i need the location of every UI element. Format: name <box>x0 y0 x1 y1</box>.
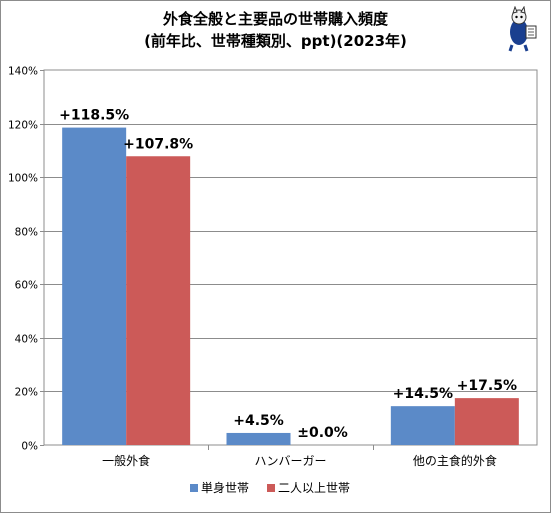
x-tick-label: 他の主食的外食 <box>413 453 497 468</box>
legend-label: 単身世帯 <box>201 480 249 495</box>
y-tick-label: 120% <box>8 120 38 132</box>
data-label: +4.5% <box>233 413 284 429</box>
data-label: +107.8% <box>123 136 193 152</box>
bar <box>62 127 127 445</box>
chart-title-line2: (前年比、世帯種類別、ppt)(2023年) <box>144 32 407 50</box>
bar <box>390 406 455 445</box>
legend-swatch <box>267 484 275 492</box>
legend-swatch <box>190 484 198 492</box>
legend-label: 二人以上世帯 <box>278 481 350 495</box>
data-label: +17.5% <box>457 378 517 394</box>
y-tick-label: 140% <box>8 66 38 78</box>
y-tick-label: 20% <box>15 387 38 399</box>
x-tick-label: ハンバーガー <box>254 454 326 468</box>
bar <box>226 432 291 445</box>
chart-title: 外食全般と主要品の世帯購入頻度 (前年比、世帯種類別、ppt)(2023年) <box>0 8 551 52</box>
data-label: ±0.0% <box>297 425 348 441</box>
chart-title-line1: 外食全般と主要品の世帯購入頻度 <box>162 10 388 28</box>
y-tick-label: 40% <box>15 334 38 346</box>
data-label: +14.5% <box>393 386 453 402</box>
mascot-logo <box>508 6 537 52</box>
bar <box>126 156 191 445</box>
x-tick-label: 一般外食 <box>102 453 150 468</box>
bar <box>454 398 519 445</box>
y-tick-label: 60% <box>15 280 38 292</box>
y-tick-label: 100% <box>8 173 38 185</box>
y-tick-label: 80% <box>15 227 38 239</box>
y-tick-label: 0% <box>21 441 38 453</box>
data-label: +118.5% <box>59 108 129 124</box>
